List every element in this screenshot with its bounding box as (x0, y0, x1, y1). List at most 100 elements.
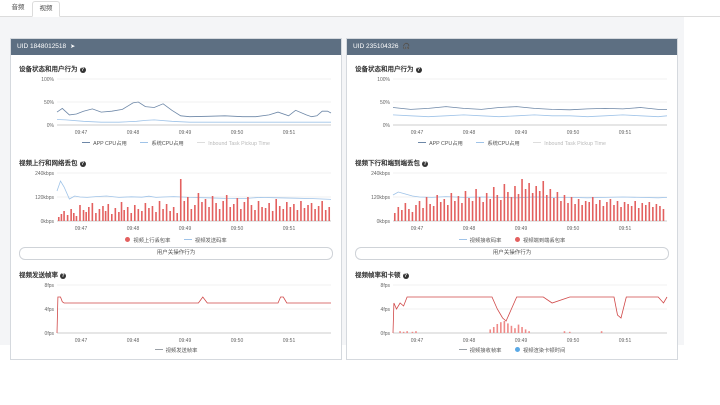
loss-bar (286, 202, 288, 221)
stall-bar (402, 331, 405, 333)
x-tick-label: 09:51 (283, 226, 296, 232)
loss-bar (114, 208, 117, 221)
user-actions-button[interactable]: 用户关操作行为 (19, 247, 333, 260)
loss-bar (450, 193, 453, 221)
panel-header: UID 1848012518 ➤ (11, 39, 341, 55)
loss-bar (630, 206, 633, 221)
loss-bar (644, 205, 647, 221)
x-tick-label: 09:50 (567, 338, 580, 344)
help-icon[interactable]: ? (415, 67, 422, 73)
legend-item-recv-fps[interactable]: 视频接收帧率 (458, 346, 501, 354)
x-tick-label: 09:47 (75, 130, 88, 136)
legend-item-loss[interactable]: 视频上行丢包率 (125, 236, 170, 244)
section-title-text: 视频上行和网络丢包 (19, 160, 78, 167)
x-tick-label: 09:49 (515, 130, 528, 136)
legend-item-stall[interactable]: 视频渲染卡顿时间 (514, 346, 565, 354)
help-icon[interactable]: ? (422, 161, 428, 167)
loss-bar (616, 201, 619, 221)
loss-bar (57, 217, 60, 221)
stall-bar (500, 322, 502, 333)
x-tick-label: 09:47 (75, 226, 88, 232)
series-line (392, 114, 668, 118)
stall-bar (507, 323, 509, 333)
loss-bar (634, 201, 636, 221)
help-icon[interactable]: ? (79, 67, 86, 73)
stall-bar (568, 331, 571, 333)
content-area: UID 1848012518 ➤ 设备状态和用户行为? 100% 50% 0% 09:4… (0, 17, 684, 360)
loss-bar (215, 203, 217, 221)
user-id: UID 1848012518 (17, 43, 67, 50)
loss-bar (507, 192, 509, 221)
series-line (56, 296, 331, 334)
loss-bar (162, 209, 164, 221)
loss-bar (443, 199, 446, 221)
x-tick-label: 09:48 (463, 226, 476, 232)
legend-item-pickup-time[interactable]: Inbound Task Pickup Time (197, 141, 270, 147)
headset-icon[interactable]: 🎧 (402, 44, 411, 50)
loss-bar (158, 201, 161, 221)
stall-bar (489, 329, 492, 333)
x-tick-label: 09:48 (127, 338, 140, 344)
stall-bar (496, 324, 499, 333)
loss-bar (524, 189, 527, 221)
section-title-device: 设备状态和用户行为? (355, 63, 422, 73)
loss-bar (118, 212, 120, 221)
loss-bar (570, 197, 573, 221)
section-title-traffic: 视频下行和端到端丢包? (355, 157, 428, 167)
y-tick-label: 8fps (381, 283, 391, 289)
legend-item-send-fps[interactable]: 视频发送帧率 (154, 346, 197, 354)
chart-traffic: 240kbps 120kbps 0kbps 09:47 09:48 09:49 09:50 0… (35, 171, 332, 232)
x-tick-label: 09:51 (283, 130, 296, 136)
loss-bar (567, 203, 569, 221)
y-tick-label: 240kbps (371, 171, 390, 177)
loss-bar (521, 179, 523, 221)
loss-bar (468, 198, 470, 221)
loss-bar (514, 186, 516, 221)
legend-item-sys-cpu[interactable]: 系统CPU占用 (476, 139, 520, 147)
loss-bar (641, 203, 644, 221)
user-actions-button[interactable]: 用户关操作行为 (355, 247, 669, 260)
loss-bar (282, 209, 285, 221)
help-icon[interactable]: ? (79, 161, 86, 167)
section-title-text: 设备状态和用户行为 (355, 66, 414, 73)
loss-bar (584, 201, 587, 221)
legend-item-recv-bitrate[interactable]: 视频接收码率 (458, 236, 501, 244)
legend-item-e2e-loss[interactable]: 视频端到端丢包率 (514, 236, 565, 244)
stall-bar (510, 325, 513, 333)
loss-bar (464, 191, 467, 221)
tab-audio[interactable]: 音频 (11, 4, 25, 11)
legend-item-app-cpu[interactable]: APP CPU占用 (418, 139, 463, 147)
tab-video[interactable]: 视频 (32, 1, 60, 17)
loss-bar (317, 206, 320, 221)
help-icon[interactable]: ? (402, 273, 409, 279)
legend-item-bitrate[interactable]: 视频发送码率 (183, 236, 227, 244)
y-tick-label: 120kbps (35, 195, 54, 201)
loss-bar (211, 196, 214, 221)
legend-item-pickup-time[interactable]: Inbound Task Pickup Time (533, 141, 606, 147)
loss-bar (257, 201, 260, 221)
loss-bar (307, 205, 309, 221)
loss-bar (577, 199, 580, 221)
user-id: UID 235104326 (353, 43, 399, 50)
loss-bar (133, 205, 136, 221)
loss-bar (82, 210, 85, 221)
loss-bar (404, 203, 407, 221)
loss-bar (247, 197, 249, 221)
loss-bar (422, 208, 424, 221)
legend-item-sys-cpu[interactable]: 系统CPU占用 (140, 139, 184, 147)
loss-bar (79, 205, 81, 221)
loss-bar (549, 189, 552, 221)
legend-item-app-cpu[interactable]: APP CPU占用 (82, 139, 127, 147)
chart-fps-stall: 8fps 4fps 0fps 09:47 09:48 09:49 09:50 09:51 (381, 283, 668, 344)
x-tick-label: 09:48 (463, 338, 476, 344)
x-tick-label: 09:48 (127, 226, 140, 232)
send-icon[interactable]: ➤ (70, 44, 76, 50)
section-title-fps: 视频发送帧率? (19, 269, 66, 279)
loss-bar (659, 206, 661, 221)
loss-bar (588, 202, 591, 221)
loss-bar (303, 208, 306, 221)
x-tick-label: 09:48 (463, 130, 476, 136)
loss-bar (482, 202, 484, 221)
loss-bar (243, 202, 246, 221)
help-icon[interactable]: ? (60, 273, 66, 279)
